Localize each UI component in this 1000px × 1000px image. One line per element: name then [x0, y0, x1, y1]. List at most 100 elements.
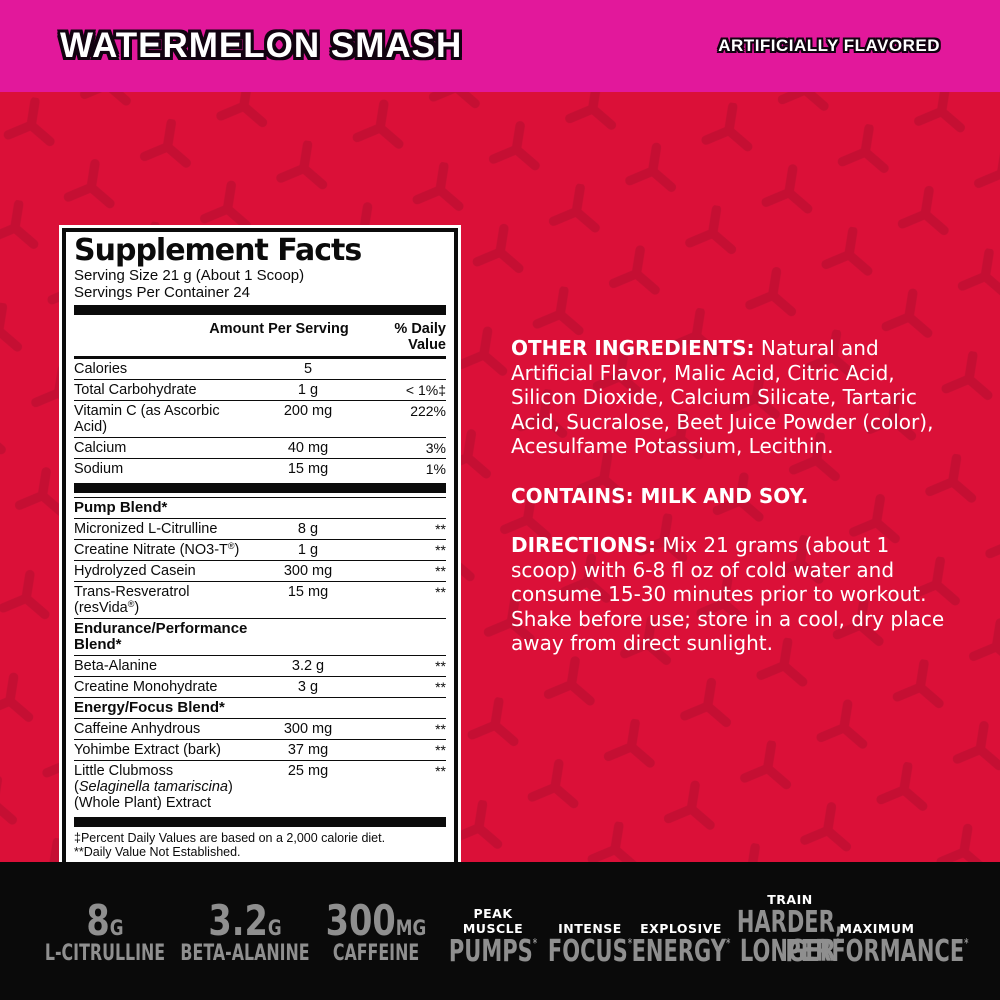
- divider-bar: [74, 482, 446, 493]
- stat-badge: 3.2G BETA-ALANINE: [155, 895, 334, 966]
- directions-text: Mix 21 grams (about 1 scoop) with 6-8 fl…: [511, 533, 945, 655]
- claim-badge: INTENSE FOCUS*: [530, 921, 650, 967]
- claim-badge: EXPLOSIVE ENERGY*: [610, 921, 751, 967]
- nutrient-name: Vitamin C (as Ascorbic Acid): [74, 402, 220, 435]
- directions-label: DIRECTIONS:: [511, 533, 657, 557]
- nutrient-amount: 15 mg: [287, 460, 329, 477]
- nutrient-daily-value: **: [435, 741, 446, 758]
- claim-text: PUMPS*: [448, 933, 538, 969]
- claim-footnote-mark: *: [532, 935, 538, 950]
- nutrient-daily-value: **: [435, 720, 446, 737]
- nutrient-daily-value: **: [435, 562, 446, 579]
- other-ingredients-text: Natural and Artificial Flavor, Malic Aci…: [511, 336, 934, 458]
- nutrient-row: Creatine Nitrate (NO3-T®) 1 g **: [74, 538, 446, 560]
- nutrient-row: Vitamin C (as Ascorbic Acid) 200 mg 222%: [74, 399, 446, 437]
- claim-footnote-mark: *: [627, 935, 633, 950]
- claim-text: FOCUS*: [547, 933, 633, 969]
- stat-label: CAFFEINE: [332, 940, 420, 966]
- footnote-daily-values: ‡Percent Daily Values are based on a 2,0…: [74, 830, 386, 845]
- label-body: Supplement Facts Serving Size 21 g (Abou…: [0, 92, 1000, 870]
- claim-footnote-mark: *: [835, 935, 841, 950]
- nutrient-daily-value: **: [435, 762, 446, 779]
- blend-section-row: Energy/Focus Blend*: [74, 696, 446, 718]
- nutrient-name: Sodium: [74, 460, 124, 477]
- claim-qualifier: TRAIN: [767, 892, 813, 907]
- stat-label: L-CITRULLINE: [44, 940, 166, 966]
- highlights-strip: 8G L-CITRULLINE 3.2G BETA-ALANINE 300MG CAFFE…: [0, 862, 1000, 1000]
- flavor-name: WATERMELON SMASH: [60, 26, 463, 65]
- nutrient-name: Creatine Nitrate (NO3-T®): [74, 540, 240, 558]
- amount-per-serving-header: Amount Per Serving: [209, 320, 349, 337]
- divider-bar: [74, 816, 446, 827]
- claim-qualifier: EXPLOSIVE: [640, 920, 722, 936]
- claim-text: ENERGY*: [631, 933, 731, 969]
- claim-qualifier: MAXIMUM: [839, 920, 915, 936]
- claim-badge: MAXIMUM PERFORMANCE*: [746, 921, 1000, 967]
- nutrient-row: Calories 5: [74, 359, 446, 379]
- nutrient-row: Trans-Resveratrol (resVida®) 15 mg **: [74, 580, 446, 618]
- nutrient-row: Yohimbe Extract (bark) 37 mg **: [74, 738, 446, 760]
- supplement-facts-title: Supplement Facts: [74, 233, 362, 268]
- directions-paragraph: DIRECTIONS: Mix 21 grams (about 1 scoop)…: [511, 533, 947, 656]
- claim-badge: TRAIN HARDER, LONGER*: [714, 892, 866, 966]
- nutrient-row: Calcium 40 mg 3%: [74, 436, 446, 458]
- claim-footnote-mark: *: [964, 935, 969, 950]
- nutrient-daily-value: **: [435, 583, 446, 600]
- divider-bar: [74, 304, 446, 315]
- nutrient-name: Beta-Alanine: [74, 657, 158, 674]
- nutrient-amount: 40 mg: [287, 439, 329, 456]
- nutrient-amount: 1 g: [297, 541, 319, 558]
- nutrient-amount: [247, 621, 379, 653]
- nutrient-daily-value: [374, 361, 446, 377]
- nutrient-amount: 300 mg: [283, 562, 333, 579]
- servings-per-container: Servings Per Container 24: [74, 283, 250, 301]
- nutrient-row: Little Clubmoss (Selaginella tamariscina…: [74, 759, 446, 813]
- nutrient-amount: 3.2 g: [291, 657, 325, 674]
- nutrient-name: Calories: [74, 360, 128, 377]
- daily-value-header: % Daily Value: [394, 320, 446, 353]
- stat-unit: MG: [395, 915, 427, 940]
- other-ingredients-label: OTHER INGREDIENTS:: [511, 336, 755, 360]
- claim-badge: PEAK MUSCLE PUMPS*: [430, 906, 556, 967]
- stat-value: 8G: [86, 895, 124, 945]
- nutrient-name: Energy/Focus Blend*: [74, 698, 225, 716]
- stat-label: BETA-ALANINE: [180, 940, 310, 966]
- nutrient-row: Hydrolyzed Casein 300 mg **: [74, 559, 446, 581]
- stat-badge: 300MG CAFFEINE: [313, 895, 439, 966]
- nutrient-rows: Calories 5 Total Carbohydrate 1 g < 1%‡ Vitam…: [74, 359, 446, 827]
- facts-column-headers: Amount Per Serving % Daily Value: [74, 319, 446, 359]
- nutrient-row: Sodium 15 mg 1%: [74, 457, 446, 479]
- nutrient-name: Caffeine Anhydrous: [74, 720, 201, 737]
- info-column: OTHER INGREDIENTS: Natural and Artificia…: [511, 336, 947, 681]
- nutrient-name: Calcium: [74, 439, 127, 456]
- contains-statement: CONTAINS: MILK AND SOY.: [511, 483, 809, 508]
- nutrient-amount: 300 mg: [283, 720, 333, 737]
- stat-unit: G: [109, 915, 124, 940]
- nutrient-amount: 5: [303, 360, 313, 377]
- nutrient-daily-value: 1%: [425, 460, 446, 477]
- nutrient-daily-value: 3%: [425, 439, 446, 456]
- stat-value: 300MG: [325, 895, 427, 945]
- nutrient-amount: 200 mg: [283, 402, 333, 419]
- claim-text: PERFORMANCE*: [785, 933, 969, 969]
- nutrient-name: Total Carbohydrate: [74, 381, 197, 398]
- nutrient-row: Caffeine Anhydrous 300 mg **: [74, 717, 446, 739]
- nutrient-amount: 3 g: [297, 678, 319, 695]
- stat-value: 3.2G: [208, 895, 282, 945]
- blend-section-row: Endurance/Performance Blend*: [74, 617, 446, 655]
- nutrient-daily-value: 222%: [410, 402, 446, 419]
- nutrient-name: Yohimbe Extract (bark): [74, 741, 221, 758]
- nutrient-name: Hydrolyzed Casein: [74, 562, 196, 579]
- stat-unit: G: [267, 915, 282, 940]
- nutrient-name: Trans-Resveratrol (resVida®): [74, 583, 190, 616]
- supplement-facts-panel: Supplement Facts Serving Size 21 g (Abou…: [62, 228, 458, 870]
- blend-section-row: Pump Blend*: [74, 496, 446, 518]
- nutrient-daily-value: [374, 700, 446, 716]
- nutrient-amount: 37 mg: [287, 741, 329, 758]
- other-ingredients-paragraph: OTHER INGREDIENTS: Natural and Artificia…: [511, 336, 947, 459]
- nutrient-row: Creatine Monohydrate 3 g **: [74, 675, 446, 697]
- nutrient-daily-value: < 1%‡: [405, 381, 446, 398]
- nutrient-daily-value: [374, 500, 446, 516]
- nutrient-daily-value: **: [435, 657, 446, 674]
